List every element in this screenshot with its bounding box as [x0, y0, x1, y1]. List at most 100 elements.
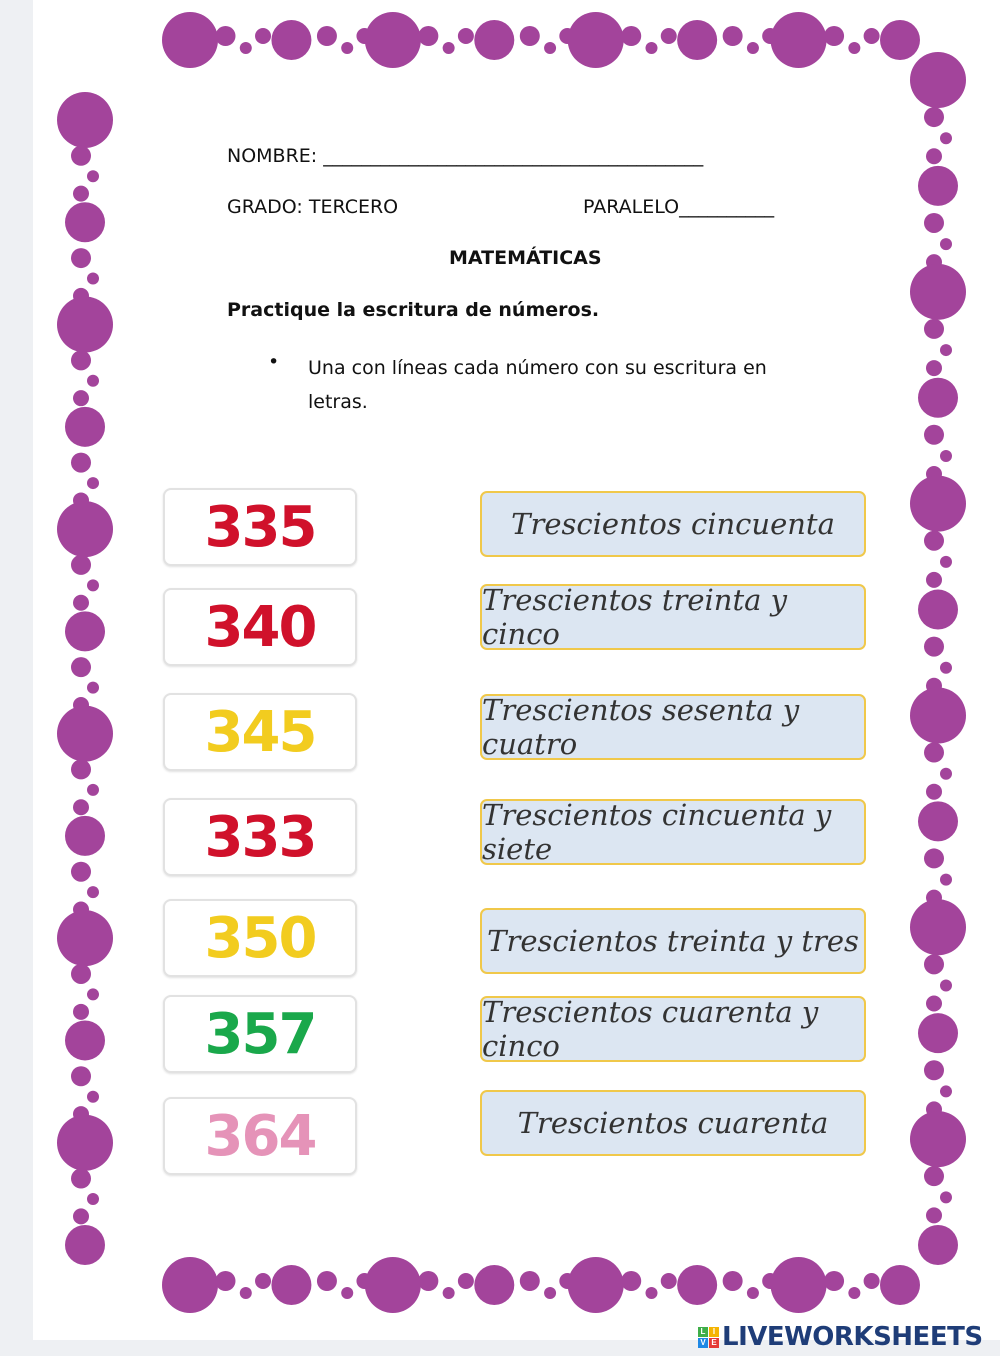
- border-dot: [746, 1287, 759, 1299]
- number-card[interactable]: 350: [163, 899, 357, 977]
- border-dot: [87, 988, 99, 1001]
- border-dot: [65, 1020, 105, 1061]
- border-dot: [940, 767, 952, 780]
- border-dot: [71, 1168, 91, 1189]
- border-dot: [442, 42, 455, 54]
- border-dot: [926, 571, 942, 588]
- number-card[interactable]: 335: [163, 488, 357, 566]
- border-dot: [863, 1273, 880, 1289]
- word-text: Trescientos cincuenta: [511, 507, 835, 541]
- border-dot: [924, 1060, 944, 1081]
- border-dot: [940, 344, 952, 357]
- border-dot: [722, 26, 743, 46]
- border-dot: [87, 477, 99, 490]
- word-text: Trescientos treinta y tres: [487, 924, 859, 958]
- border-dot: [918, 377, 958, 418]
- border-dot: [567, 1257, 624, 1313]
- border-dot: [57, 705, 113, 762]
- border-dot: [71, 1066, 91, 1087]
- word-card[interactable]: Trescientos cincuenta: [480, 491, 866, 557]
- border-dot: [519, 1271, 540, 1291]
- number-card[interactable]: 357: [163, 995, 357, 1073]
- border-dot: [910, 475, 966, 532]
- border-dot: [918, 589, 958, 630]
- border-dot: [924, 212, 944, 233]
- bullet-icon: •: [268, 351, 280, 373]
- number-value: 333: [204, 804, 318, 870]
- border-dot: [924, 424, 944, 445]
- border-dot: [474, 1265, 515, 1305]
- border-dot: [364, 1257, 421, 1313]
- border-dot: [71, 554, 91, 575]
- border-dot: [940, 873, 952, 886]
- border-dot: [71, 145, 91, 166]
- number-value: 350: [204, 905, 318, 971]
- border-dot: [162, 12, 218, 68]
- border-dot: [924, 848, 944, 869]
- border-dot: [65, 202, 105, 243]
- border-dot: [65, 1225, 105, 1265]
- word-card[interactable]: Trescientos treinta y cinco: [480, 583, 866, 651]
- border-dot: [87, 170, 99, 183]
- border-dot: [940, 1085, 952, 1098]
- number-card[interactable]: 333: [163, 798, 357, 876]
- word-card[interactable]: Trescientos cuarenta y cinco: [480, 995, 866, 1063]
- border-dot: [918, 801, 958, 842]
- border-dot: [926, 360, 942, 377]
- number-card[interactable]: 340: [163, 588, 357, 666]
- border-dot: [73, 799, 89, 816]
- name-field-label: NOMBRE: ________________________________…: [227, 145, 704, 167]
- border-dot: [924, 636, 944, 657]
- border-dot: [824, 26, 845, 46]
- border-dot: [57, 501, 113, 558]
- border-dot: [87, 886, 99, 899]
- border-dot: [255, 1273, 272, 1289]
- border-dot: [940, 1191, 952, 1204]
- word-card[interactable]: Trescientos treinta y tres: [480, 908, 866, 974]
- border-dot: [926, 783, 942, 800]
- border-dot: [924, 530, 944, 551]
- border-dot: [73, 1208, 89, 1225]
- border-dot: [57, 910, 113, 967]
- border-dot: [255, 28, 272, 44]
- word-card[interactable]: Trescientos cincuenta y siete: [480, 798, 866, 866]
- border-dot: [71, 963, 91, 984]
- border-dot: [457, 28, 474, 44]
- border-dot: [924, 954, 944, 975]
- number-value: 335: [204, 494, 318, 560]
- instruction-title: Practique la escritura de números.: [227, 299, 600, 321]
- number-value: 345: [204, 699, 318, 765]
- number-card[interactable]: 345: [163, 693, 357, 771]
- border-dot: [910, 687, 966, 744]
- border-dot: [71, 350, 91, 371]
- border-dot: [418, 26, 439, 46]
- number-card[interactable]: 364: [163, 1097, 357, 1175]
- border-dot: [621, 1271, 642, 1291]
- border-dot: [926, 1207, 942, 1224]
- border-dot: [316, 1271, 337, 1291]
- border-dot: [73, 390, 89, 407]
- border-dot: [442, 1287, 455, 1299]
- word-card[interactable]: Trescientos sesenta y cuatro: [480, 693, 866, 761]
- border-dot: [364, 12, 421, 68]
- border-dot: [316, 26, 337, 46]
- border-dot: [926, 148, 942, 165]
- border-dot: [71, 861, 91, 882]
- number-value: 357: [204, 1001, 318, 1067]
- border-dot: [87, 783, 99, 796]
- border-dot: [940, 238, 952, 251]
- border-dot: [65, 815, 105, 856]
- border-dot: [924, 107, 944, 128]
- border-dot: [824, 1271, 845, 1291]
- border-dot: [65, 611, 105, 652]
- word-card[interactable]: Trescientos cuarenta: [480, 1090, 866, 1156]
- border-dot: [880, 20, 920, 60]
- border-dot: [918, 1225, 958, 1265]
- border-dot: [567, 12, 624, 68]
- border-dot: [621, 26, 642, 46]
- border-dot: [770, 1257, 827, 1313]
- word-text: Trescientos cuarenta: [517, 1106, 829, 1140]
- border-dot: [926, 995, 942, 1012]
